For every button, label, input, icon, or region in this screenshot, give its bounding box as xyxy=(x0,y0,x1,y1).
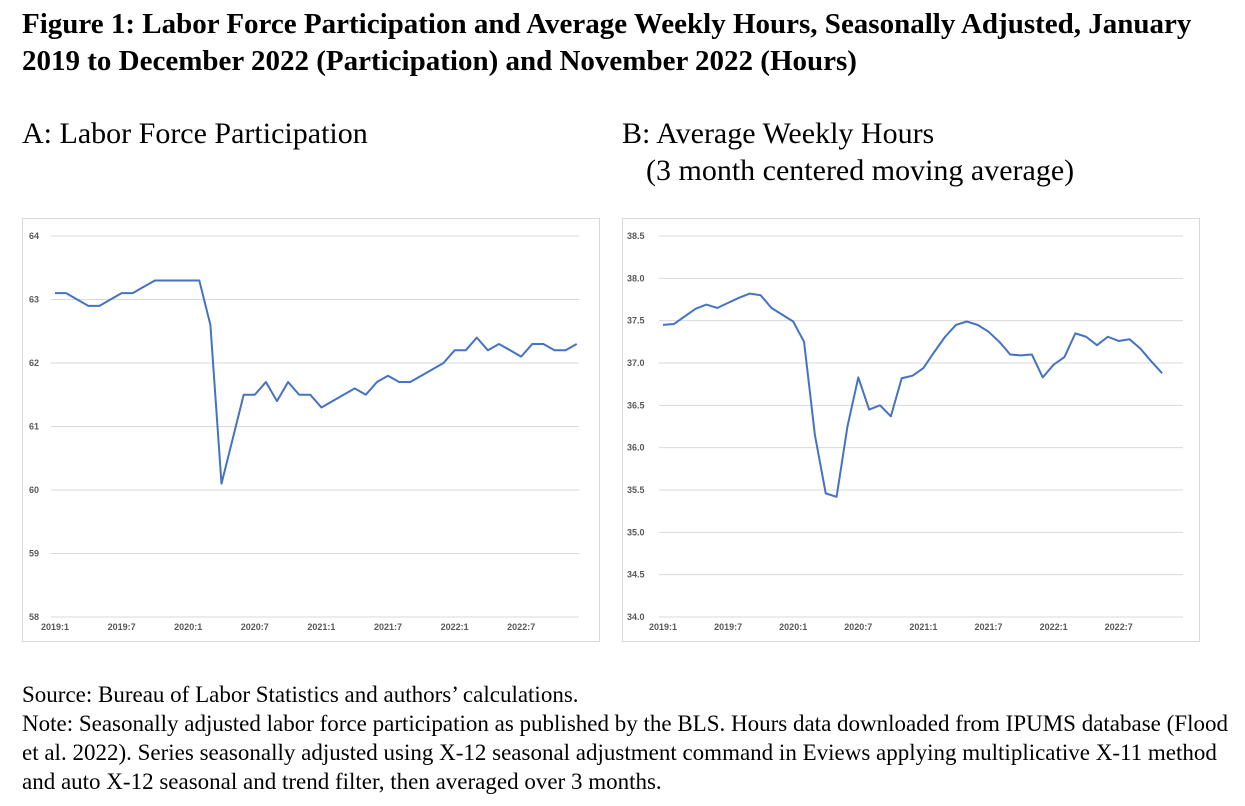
chart-b-y-tick-label: 37.5 xyxy=(627,316,645,326)
chart-a-x-tick-label: 2020:7 xyxy=(241,622,269,632)
chart-a-series-line xyxy=(55,279,578,485)
chart-b-x-tick-label: 2020:7 xyxy=(844,622,872,632)
chart-a-x-tick-label: 2019:1 xyxy=(41,622,69,632)
panel-a-title-line1: A: Labor Force Participation xyxy=(22,117,368,150)
chart-a-y-tick-label: 63 xyxy=(29,295,39,305)
chart-b-y-tick-label: 35.0 xyxy=(627,527,645,537)
chart-b-y-tick-label: 34.0 xyxy=(627,612,645,622)
chart-a-y-tick-label: 62 xyxy=(29,358,39,368)
chart-b-y-tick-label: 38.0 xyxy=(627,273,645,283)
chart-b-y-tick-label: 37.0 xyxy=(627,358,645,368)
chart-a-y-tick-label: 64 xyxy=(29,231,39,241)
chart-b-frame: 34.0 34.5 35.0 35.5 36.0 36.5 37.0 37.5 38.0 38.5… xyxy=(622,218,1200,642)
chart-b-x-tick-label: 2019:7 xyxy=(714,622,742,632)
figure-notes: Source: Bureau of Labor Statistics and a… xyxy=(22,680,1237,796)
chart-b-y-tick-label: 34.5 xyxy=(627,570,645,580)
chart-b-y-tick-label: 35.5 xyxy=(627,485,645,495)
chart-a-y-tick-label: 61 xyxy=(29,422,39,432)
chart-a-x-tick-label: 2021:1 xyxy=(307,622,335,632)
chart-b-y-tick-label: 36.5 xyxy=(627,400,645,410)
note-text: Note: Seasonally adjusted labor force pa… xyxy=(22,711,1228,794)
chart-b-y-tick-label: 36.0 xyxy=(627,443,645,453)
chart-a-x-tick-label: 2021:7 xyxy=(374,622,402,632)
chart-b-x-tick-label: 2019:1 xyxy=(649,622,677,632)
chart-a-x-tick-label: 2022:7 xyxy=(507,622,535,632)
panel-b-title: B: Average Weekly Hours (3 month centere… xyxy=(622,115,1074,189)
chart-a-participation: 58 59 60 61 62 63 64 2019:1 2019:7 2020:1 2020:7 20… xyxy=(29,231,579,632)
chart-b-series-line xyxy=(662,292,1163,498)
chart-a-y-tick-label: 60 xyxy=(29,485,39,495)
chart-a-x-tick-label: 2020:1 xyxy=(174,622,202,632)
panel-b-title-line1: B: Average Weekly Hours xyxy=(622,117,935,150)
chart-a-y-tick-label: 58 xyxy=(29,612,39,622)
chart-b-weekly-hours: 34.0 34.5 35.0 35.5 36.0 36.5 37.0 37.5 38.0 38.5… xyxy=(627,231,1183,632)
chart-a-x-tick-label: 2022:1 xyxy=(441,622,469,632)
figure-title: Figure 1: Labor Force Participation and … xyxy=(22,8,1192,77)
chart-b-x-tick-label: 2022:1 xyxy=(1040,622,1068,632)
chart-b-x-tick-label: 2021:1 xyxy=(909,622,937,632)
source-text: Source: Bureau of Labor Statistics and a… xyxy=(22,682,579,707)
chart-b-y-tick-label: 38.5 xyxy=(627,231,645,241)
panel-a-title: A: Labor Force Participation xyxy=(22,115,368,152)
chart-a-frame: 58 59 60 61 62 63 64 2019:1 2019:7 2020:1 2020:7 20… xyxy=(22,218,600,642)
chart-b-x-tick-label: 2020:1 xyxy=(779,622,807,632)
chart-a-x-tick-label: 2019:7 xyxy=(108,622,136,632)
chart-b-x-tick-label: 2021:7 xyxy=(974,622,1002,632)
chart-a-y-tick-label: 59 xyxy=(29,549,39,559)
panel-b-title-line2: (3 month centered moving average) xyxy=(646,154,1075,187)
chart-b-x-tick-label: 2022:7 xyxy=(1105,622,1133,632)
